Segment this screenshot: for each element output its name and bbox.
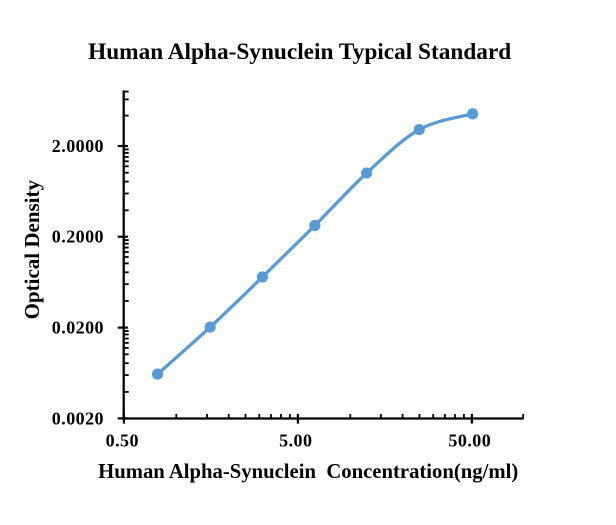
svg-text:Human Alpha-Synuclein Typical: Human Alpha-Synuclein Typical Standard [88,39,511,65]
svg-text:Human Alpha-Synuclein Concent: Human Alpha-Synuclein Concentration(ng/m… [98,461,518,483]
svg-text:0.0020: 0.0020 [52,408,104,428]
svg-text:5.00: 5.00 [279,431,312,451]
svg-text:Optical Density: Optical Density [20,179,44,319]
svg-text:0.0200: 0.0200 [52,318,104,338]
svg-text:0.50: 0.50 [106,431,139,451]
svg-text:2.0000: 2.0000 [52,136,104,156]
svg-text:0.2000: 0.2000 [52,227,104,247]
svg-text:50.00: 50.00 [448,431,491,451]
